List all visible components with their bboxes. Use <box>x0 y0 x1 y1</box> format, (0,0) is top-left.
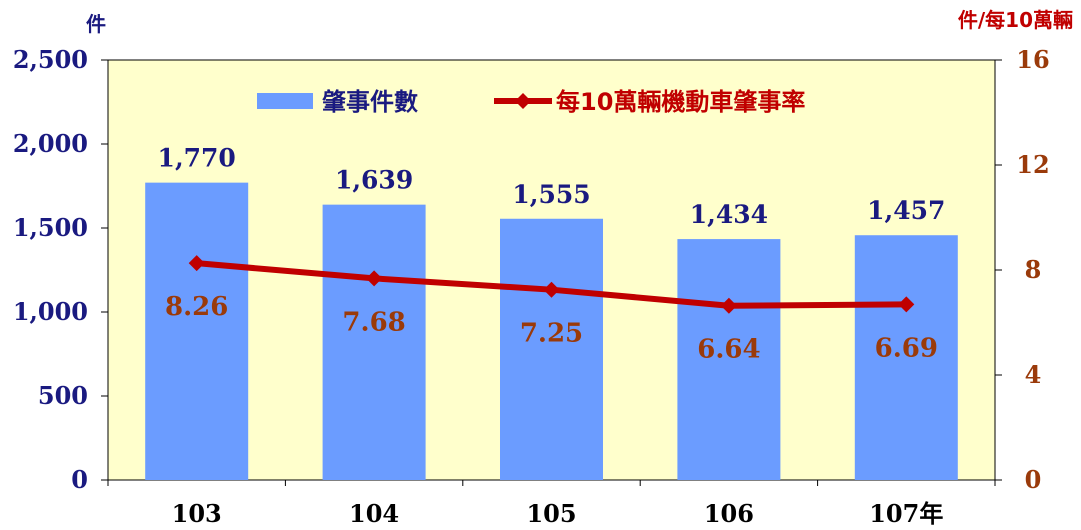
x-tick-label: 106 <box>704 499 754 528</box>
y-right-tick-label: 4 <box>1025 360 1042 389</box>
bar-value-label: 1,457 <box>867 196 945 225</box>
legend-bar-swatch <box>257 93 313 109</box>
line-point-marker <box>898 296 915 313</box>
bar <box>322 204 426 480</box>
line-point-marker <box>188 255 205 272</box>
y-left-unit: 件 <box>86 12 106 36</box>
line-point-label: 6.64 <box>697 335 760 365</box>
bar-value-label: 1,434 <box>690 200 768 229</box>
y-left-tick-label: 2,000 <box>13 129 88 158</box>
x-tick-label: 104 <box>349 499 399 528</box>
line-point-marker <box>543 281 560 298</box>
bar-value-label: 1,770 <box>158 144 236 173</box>
x-tick-label: 107年 <box>869 499 943 528</box>
y-left-tick-label: 500 <box>38 381 88 410</box>
legend-line-label: 每10萬輛機動車肇事率 <box>556 88 805 116</box>
bar <box>500 218 603 480</box>
y-right-tick-label: 12 <box>1016 150 1049 179</box>
y-left-tick-label: 1,500 <box>13 213 88 242</box>
legend-line-marker <box>515 93 531 109</box>
y-left-tick-label: 2,500 <box>13 45 88 74</box>
bar-value-label: 1,639 <box>335 166 413 195</box>
line-point-label: 7.68 <box>342 307 405 337</box>
line-point-label: 7.25 <box>520 319 583 349</box>
bar <box>145 182 249 480</box>
x-tick-label: 103 <box>172 499 222 528</box>
y-right-tick-label: 16 <box>1016 45 1049 74</box>
x-tick-label: 105 <box>526 499 576 528</box>
y-left-tick-label: 1,000 <box>13 297 88 326</box>
line-point-label: 8.26 <box>165 292 228 322</box>
legend-bar-label: 肇事件數 <box>322 88 418 116</box>
line-point-marker <box>720 297 737 314</box>
bar-value-label: 1,555 <box>512 180 590 209</box>
y-right-tick-label: 8 <box>1025 255 1042 284</box>
bar <box>677 239 781 480</box>
y-right-tick-label: 0 <box>1025 465 1042 494</box>
bar <box>854 235 958 480</box>
y-right-unit: 件/每10萬輛 <box>958 8 1073 32</box>
y-left-tick-label: 0 <box>71 465 88 494</box>
line-point-label: 6.69 <box>875 333 938 363</box>
line-point-marker <box>366 270 383 287</box>
